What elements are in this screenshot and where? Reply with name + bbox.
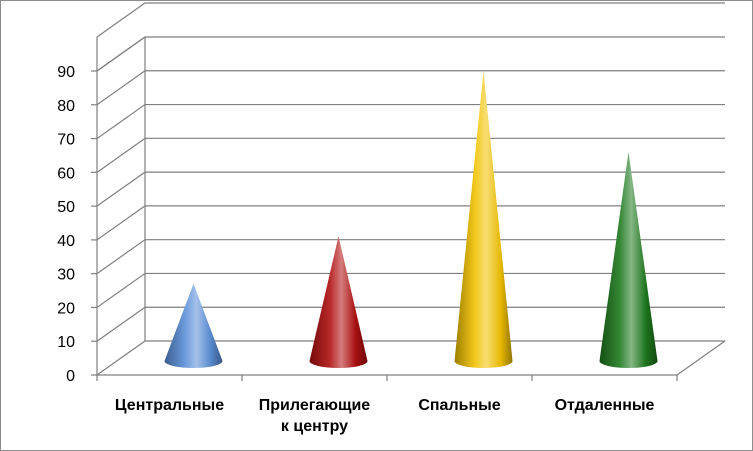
cone-body	[309, 236, 368, 368]
cones	[164, 70, 658, 368]
gridline	[96, 239, 725, 275]
gridline	[96, 103, 725, 140]
gridline	[96, 70, 725, 106]
gridline	[96, 36, 725, 72]
category-label-line: Центральные	[115, 397, 224, 414]
cone-1	[309, 236, 368, 368]
y-tick-label: 20	[57, 300, 75, 317]
category-labels: Центральные Прилегающие к центру Спальные От…	[115, 397, 655, 435]
y-tick-label: 80	[57, 98, 75, 115]
y-axis	[91, 37, 678, 381]
chart-walls	[144, 37, 726, 376]
cone-0	[164, 283, 223, 368]
category-label: Центральные	[115, 397, 224, 414]
gridline	[96, 306, 725, 342]
category-label: Отдаленные	[555, 397, 655, 414]
category-label-line: Прилегающие	[259, 397, 371, 414]
y-tick-label: 30	[57, 267, 75, 284]
y-tick-label: 0	[66, 368, 75, 385]
y-tick-label: 10	[57, 334, 75, 351]
cone-2	[454, 70, 513, 368]
cone-body	[164, 283, 223, 368]
gridline	[96, 340, 725, 376]
cone-3	[599, 151, 658, 368]
gridlines	[96, 2, 725, 376]
y-tick-label: 40	[57, 233, 75, 250]
wall-top-edge	[96, 36, 146, 72]
category-label-line: к центру	[281, 418, 348, 435]
y-tick-label: 50	[57, 199, 75, 216]
gridline-top	[96, 2, 725, 38]
category-label: Прилегающие к центру	[259, 397, 371, 435]
y-tick-labels: 0 10 20 30 40 50 60 70 80 90	[57, 64, 75, 385]
gridline	[96, 272, 725, 308]
category-label: Спальные	[418, 397, 500, 414]
cone-body	[454, 70, 513, 368]
floor-right-edge	[676, 340, 726, 376]
y-tick-label: 90	[57, 64, 75, 81]
cone-body	[599, 151, 658, 368]
gridline	[96, 137, 725, 173]
category-label-line: Отдаленные	[555, 397, 655, 414]
y-tick-label: 60	[57, 165, 75, 182]
gridline	[96, 205, 725, 241]
category-label-line: Спальные	[418, 397, 500, 414]
y-tick-label: 70	[57, 132, 75, 149]
gridline	[96, 171, 725, 207]
